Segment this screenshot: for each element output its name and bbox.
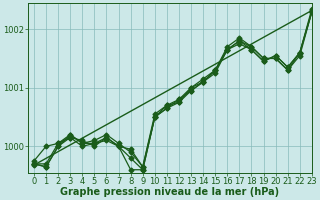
X-axis label: Graphe pression niveau de la mer (hPa): Graphe pression niveau de la mer (hPa) bbox=[60, 187, 279, 197]
